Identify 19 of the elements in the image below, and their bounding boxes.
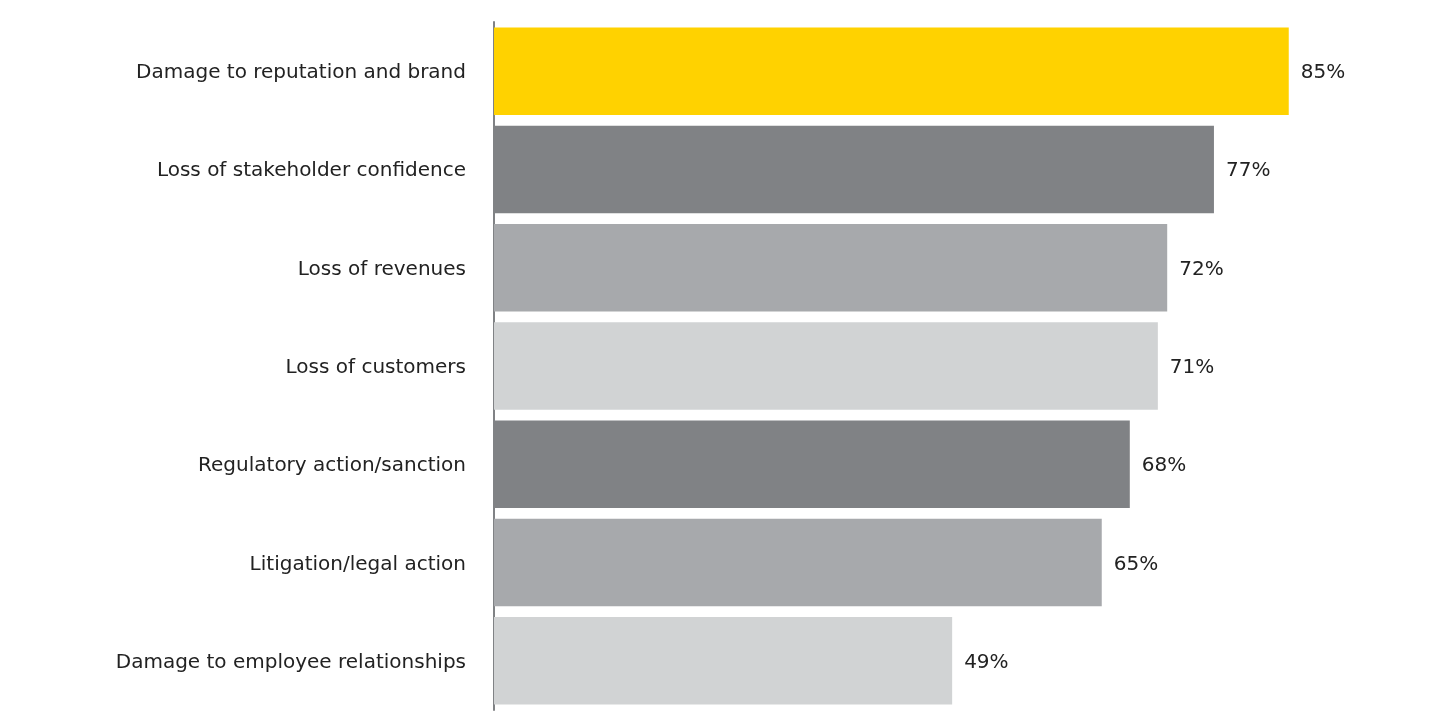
data-label: 77%: [1225, 157, 1271, 182]
bar: [494, 223, 1168, 312]
y-tick-label: Damage to reputation and brand: [136, 59, 466, 84]
y-tick-label: Regulatory action/sanction: [198, 452, 466, 477]
data-label: 68%: [1141, 452, 1187, 477]
y-tick-label: Damage to employee relationships: [115, 648, 466, 673]
data-label: 49%: [964, 648, 1009, 673]
y-tick-label: Loss of revenues: [297, 255, 466, 280]
y-tick-label: Loss of customers: [285, 354, 466, 378]
data-label: 71%: [1169, 354, 1215, 378]
data-label: 85%: [1300, 59, 1346, 84]
data-label: 72%: [1179, 255, 1224, 280]
y-tick-label: Loss of stakeholder confidence: [156, 157, 466, 182]
bar: [494, 518, 1102, 607]
bar: [494, 322, 1158, 410]
bar: [494, 617, 953, 705]
bar: [494, 27, 1289, 115]
y-tick-label: Litigation/legal action: [249, 550, 466, 575]
data-label: 65%: [1113, 550, 1159, 575]
